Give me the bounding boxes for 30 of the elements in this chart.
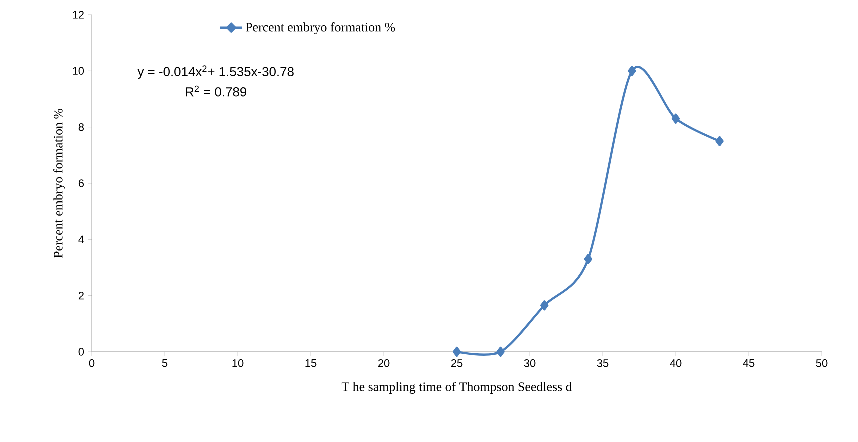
point: [496, 346, 505, 358]
x-tick-label: 30: [524, 360, 536, 368]
y-tick-label: 2: [78, 292, 84, 300]
point: [584, 254, 593, 264]
y-tick-label: 10: [73, 67, 84, 76]
y-tick-label: 6: [78, 180, 84, 188]
x-tick-label: 35: [597, 360, 609, 368]
y-tick-label: 0: [78, 348, 84, 356]
x-tick-label: 50: [816, 360, 828, 368]
x-tick-label: 5: [162, 360, 168, 368]
y-tick-label: 8: [78, 123, 84, 132]
x-tick-label: 0: [89, 360, 95, 368]
point: [628, 66, 636, 76]
point: [716, 136, 724, 146]
point: [672, 114, 680, 124]
legend-label: Percent embryo formation %: [246, 22, 396, 34]
y-axis-title: Percent embryo formation %: [54, 108, 66, 258]
point: [540, 300, 549, 311]
x-tick-label: 45: [743, 360, 755, 368]
x-tick-label: 25: [451, 360, 463, 368]
y-tick-label: 4: [78, 236, 84, 244]
x-tick-label: 40: [670, 360, 682, 368]
annotation: R$^{2}$ = 0.789: [186, 86, 247, 97]
x-tick-label: 10: [232, 360, 244, 368]
x-tick-label: 20: [378, 360, 390, 368]
y-tick-label: 12: [73, 11, 84, 19]
x-axis-title: T he sampling time of Thompson Seedless d: [342, 382, 572, 394]
x-tick-label: 15: [306, 360, 317, 368]
annotation: y = -0.014x$^{2}$+ 1.535x-30.78: [138, 66, 294, 80]
point: [452, 346, 462, 358]
